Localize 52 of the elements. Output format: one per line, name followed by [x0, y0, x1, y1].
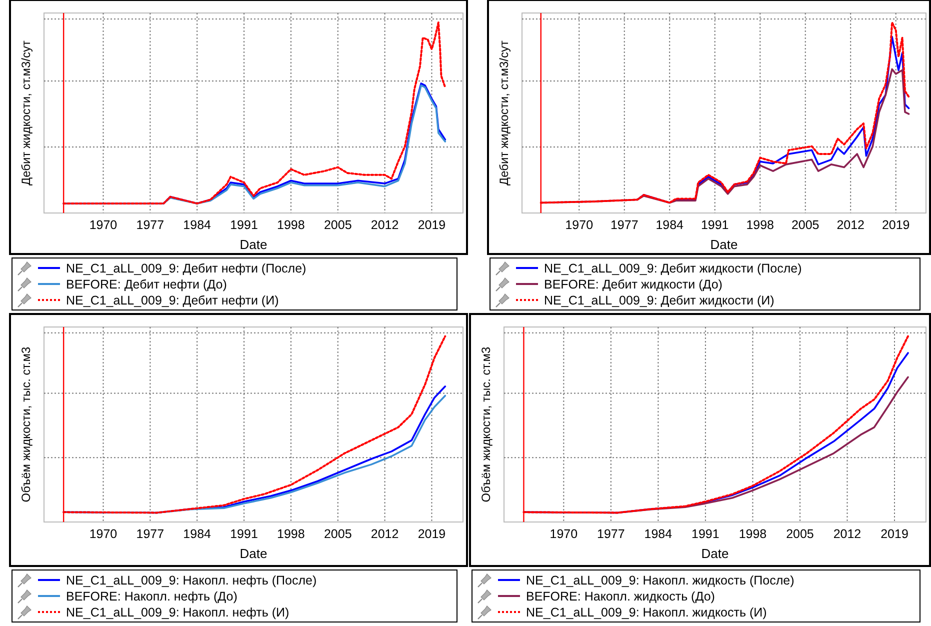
x-tick-label: 1977: [610, 218, 638, 232]
y-axis-title: Объём жидкости, тыс. ст.м3: [19, 346, 33, 502]
legend-label: NE_C1_aLL_009_9: Накопл. нефть (И): [66, 606, 290, 620]
x-tick-label: 2019: [418, 218, 446, 232]
x-axis-title: Date: [710, 237, 738, 252]
x-tick-label: 1977: [597, 527, 625, 541]
x-tick-label: 1998: [738, 527, 767, 541]
x-tick-label: 1970: [89, 527, 118, 541]
x-tick-label: 1998: [277, 527, 305, 541]
legend-label: NE_C1_aLL_009_9: Дебит нефти (После): [66, 262, 306, 276]
x-tick-label: 1984: [644, 527, 672, 541]
x-tick-label: 1977: [136, 218, 164, 232]
x-axis-title: Date: [701, 546, 729, 561]
legend-label: BEFORE: Накопл. жидкость (До): [526, 590, 715, 604]
x-tick-label: 1970: [550, 527, 578, 541]
x-tick-label: 2005: [324, 527, 352, 541]
x-tick-label: 1991: [692, 527, 720, 541]
x-tick-label: 2005: [791, 218, 820, 232]
legend-label: NE_C1_aLL_009_9: Дебит нефти (И): [66, 294, 279, 308]
x-tick-label: 1984: [183, 527, 212, 541]
y-axis-title: Объём жидкости, тыс. ст.м3: [479, 346, 493, 502]
legend-label: NE_C1_aLL_009_9: Накопл. жидкость (И): [526, 606, 767, 620]
x-tick-label: 2019: [882, 218, 910, 232]
x-tick-label: 2005: [786, 527, 814, 541]
x-tick-label: 1984: [183, 218, 212, 232]
x-tick-label: 1991: [230, 527, 258, 541]
x-tick-label: 2012: [370, 527, 399, 541]
legend-label: BEFORE: Дебит жидкости (До): [544, 278, 722, 292]
x-tick-label: 2012: [370, 218, 399, 232]
legend-label: BEFORE: Дебит нефти (До): [66, 278, 227, 292]
legend-label: NE_C1_aLL_009_9: Накопл. жидкость (После): [526, 574, 794, 588]
x-tick-label: 2019: [880, 527, 908, 541]
legend-label: NE_C1_aLL_009_9: Дебит жидкости (И): [544, 294, 774, 308]
y-axis-title: Дебит жидкости, ст.м3/сут: [497, 40, 511, 186]
x-tick-label: 1970: [565, 218, 594, 232]
x-tick-label: 2012: [833, 527, 862, 541]
legend-label: BEFORE: Накопл. нефть (До): [66, 590, 238, 604]
x-tick-label: 1991: [230, 218, 258, 232]
x-tick-label: 2012: [836, 218, 865, 232]
legend-label: NE_C1_aLL_009_9: Дебит жидкости (После): [544, 262, 802, 276]
x-tick-label: 1984: [656, 218, 684, 232]
x-axis-title: Date: [240, 237, 268, 252]
legend-label: NE_C1_aLL_009_9: Накопл. нефть (После): [66, 574, 317, 588]
y-axis-title: Дебит жидкости, ст.м3/сут: [19, 40, 33, 186]
x-tick-label: 1970: [89, 218, 118, 232]
x-tick-label: 1977: [136, 527, 164, 541]
x-axis-title: Date: [240, 546, 268, 561]
x-tick-label: 2019: [418, 527, 446, 541]
x-tick-label: 2005: [324, 218, 352, 232]
x-tick-label: 1998: [746, 218, 774, 232]
x-tick-label: 1998: [277, 218, 305, 232]
x-tick-label: 1991: [700, 218, 729, 232]
